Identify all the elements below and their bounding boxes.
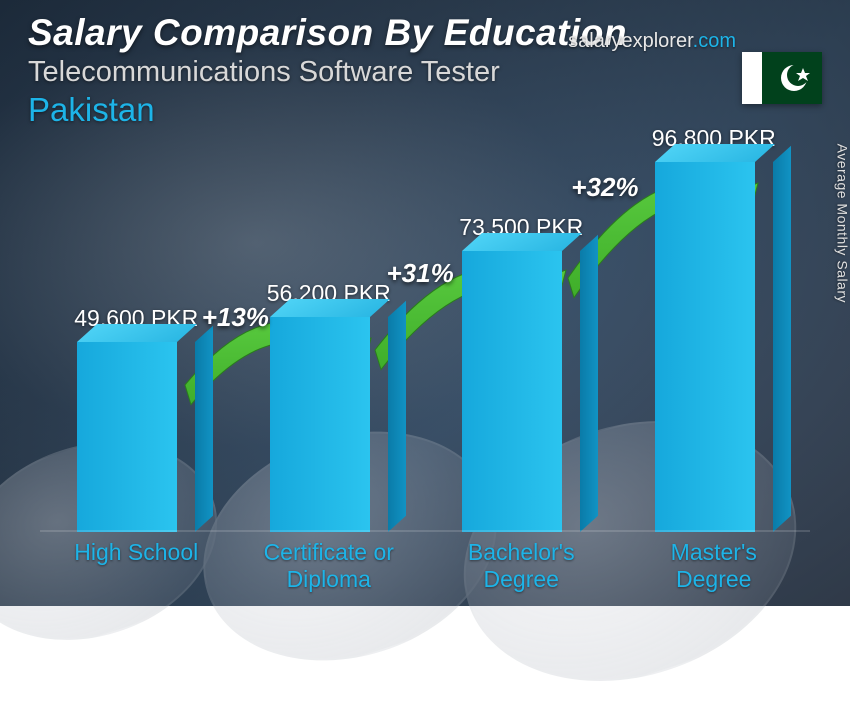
bar-slot: 73,500 PKR — [426, 214, 616, 532]
bar-side — [195, 326, 213, 532]
bar-category-label: Certificate orDiploma — [234, 539, 424, 592]
bar-side — [773, 146, 791, 532]
bar-front — [270, 317, 370, 532]
bar-category-label: Master'sDegree — [619, 539, 809, 592]
bar-front — [655, 162, 755, 532]
bar-front — [462, 251, 562, 532]
bar-front — [77, 342, 177, 532]
bar-3d — [462, 251, 580, 532]
brand-label: salaryexplorer.com — [568, 30, 736, 53]
bar-category-label: Bachelor'sDegree — [426, 539, 616, 592]
chart-area: 49,600 PKR56,200 PKR73,500 PKR96,800 PKR… — [40, 150, 810, 592]
bar-slot: 49,600 PKR — [41, 305, 231, 532]
brand-text: salaryexplorer — [568, 30, 693, 52]
bar-category-label: High School — [41, 539, 231, 592]
bar-3d — [270, 317, 388, 532]
bar-side — [388, 301, 406, 532]
brand-accent: .com — [693, 30, 736, 52]
y-axis-label: Average Monthly Salary — [834, 144, 850, 303]
bar-side — [580, 235, 598, 532]
labels-container: High SchoolCertificate orDiplomaBachelor… — [40, 539, 810, 592]
bar-slot: 96,800 PKR — [619, 125, 809, 532]
bar-cap — [77, 324, 197, 342]
bars-container: 49,600 PKR56,200 PKR73,500 PKR96,800 PKR — [40, 152, 810, 532]
bar-cap — [270, 299, 390, 317]
bar-cap — [655, 144, 775, 162]
increment-badge: +32% — [571, 172, 638, 203]
bar-3d — [77, 342, 195, 532]
increment-badge: +13% — [202, 302, 269, 333]
chart-subtitle: Telecommunications Software Tester — [28, 56, 822, 89]
flag-icon — [742, 52, 822, 104]
infographic-root: Salary Comparison By Education Telecommu… — [0, 0, 850, 606]
bar-3d — [655, 162, 773, 532]
baseline — [40, 530, 810, 532]
chart-country: Pakistan — [28, 91, 822, 129]
increment-badge: +31% — [387, 258, 454, 289]
bar-cap — [462, 233, 582, 251]
